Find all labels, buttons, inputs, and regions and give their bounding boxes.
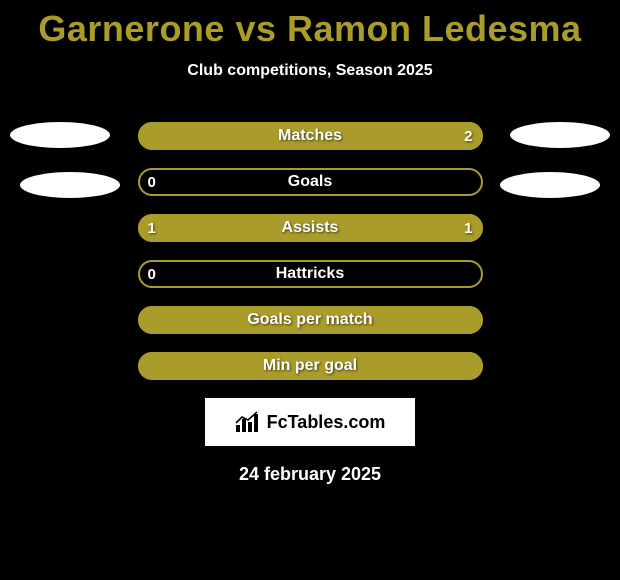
infographic-root: Garnerone vs Ramon Ledesma Club competit…: [0, 0, 620, 580]
bars-container: Matches2Goals0Assists11Hattricks0Goals p…: [0, 122, 620, 380]
bar-label: Assists: [138, 214, 483, 242]
bar-label: Goals: [138, 168, 483, 196]
bar-label: Matches: [138, 122, 483, 150]
stat-bar: Hattricks0: [138, 260, 483, 288]
date-label: 24 february 2025: [0, 464, 620, 485]
bar-right-value: 1: [464, 214, 472, 242]
subtitle: Club competitions, Season 2025: [0, 62, 620, 80]
page-title: Garnerone vs Ramon Ledesma: [0, 0, 620, 50]
chart-bars-icon: [235, 411, 261, 433]
brand-label: FcTables.com: [267, 412, 386, 433]
decoration-ellipse: [500, 172, 600, 198]
bar-left-value: 1: [148, 214, 156, 242]
decoration-ellipse: [510, 122, 610, 148]
bar-left-value: 0: [148, 168, 156, 196]
stat-bar: Assists1 1: [138, 214, 483, 242]
stat-bar: Min per goal: [138, 352, 483, 380]
bar-left-value: 0: [148, 260, 156, 288]
bar-label: Min per goal: [138, 352, 483, 380]
decoration-ellipse: [10, 122, 110, 148]
bar-label: Hattricks: [138, 260, 483, 288]
bars-section: Matches2Goals0Assists11Hattricks0Goals p…: [0, 122, 620, 380]
stat-bar: Goals0: [138, 168, 483, 196]
stat-bar: Goals per match: [138, 306, 483, 334]
bar-right-value: 2: [464, 122, 472, 150]
brand-badge: FcTables.com: [205, 398, 415, 446]
bar-label: Goals per match: [138, 306, 483, 334]
decoration-ellipse: [20, 172, 120, 198]
stat-bar: Matches2: [138, 122, 483, 150]
